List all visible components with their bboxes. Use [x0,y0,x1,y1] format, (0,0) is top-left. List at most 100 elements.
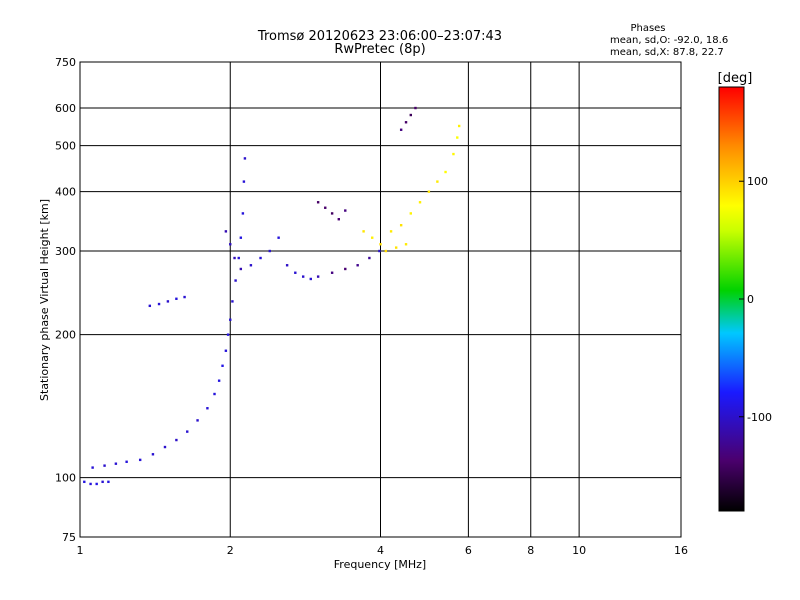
data-point [301,275,305,278]
data-point [89,482,92,486]
data-point [241,212,245,215]
data-point [125,460,128,463]
data-point [394,246,398,249]
chart-title: Tromsø 20120623 23:06:00–23:07:43 [257,29,502,44]
data-point [138,458,142,462]
data-point [309,277,312,281]
plot-frame [79,61,682,538]
data-point [183,295,186,299]
data-point [285,264,289,267]
data-point [444,170,447,174]
y-tick-label: 750 [55,56,76,69]
legend-line-o: mean, sd,O: -92.0, 18.6 [610,35,728,46]
y-tick-label: 400 [55,186,76,199]
legend-line-x: mean, sd,X: 87.8, 22.7 [610,47,724,58]
data-point [213,392,216,396]
data-point [316,201,320,204]
data-point [404,121,408,124]
data-point [224,349,228,352]
colorbar-tick-label: 0 [747,293,754,306]
data-point [337,218,341,221]
data-point [229,318,232,321]
data-point [344,209,347,212]
colorbar-ticks: -100 0 100 [739,175,772,424]
data-point [229,243,232,246]
data-point [418,201,422,204]
data-point [151,453,155,456]
data-point [259,256,262,260]
legend-title: Phases [630,23,665,34]
data-point [231,300,234,303]
x-tick-labels: 1 2 4 6 8 10 16 [77,544,689,557]
data-point [217,379,221,382]
data-point [148,304,152,308]
x-tick-label: 1 [77,544,84,557]
y-tick-labels: 75 100 200 300 400 500 600 750 [55,56,76,544]
x-tick-label: 10 [572,544,586,557]
y-axis-label: Stationary phase Virtual Height [km] [38,199,51,401]
data-point [399,128,403,131]
chart-subtitle: RwPretec (8p) [334,42,425,57]
y-tick-label: 500 [55,140,76,153]
y-tick-label: 300 [55,245,76,258]
data-point [157,302,161,306]
data-point [91,466,94,469]
data-point [384,249,388,253]
colorbar-tick-label: -100 [747,411,772,424]
x-tick-label: 6 [465,544,472,557]
data-point [368,256,371,260]
x-tick-label: 2 [227,544,234,557]
colorbar-tick-label: 100 [747,175,768,188]
data-point [239,236,243,239]
data-point [107,480,110,484]
data-point [330,212,334,215]
data-point [224,230,228,233]
data-point [356,264,359,267]
data-point [226,333,230,336]
data-point [452,152,455,156]
data-point [206,407,209,410]
data-point [404,243,408,246]
x-tick-label: 4 [377,544,384,557]
y-tick-label: 75 [62,531,76,544]
data-point [399,224,403,227]
data-point [409,113,412,117]
data-point [457,124,461,128]
data-point [242,180,246,183]
data-point [234,279,237,282]
data-point [114,462,118,465]
grid [80,62,681,537]
y-tick-label: 100 [55,472,76,485]
data-point [249,264,253,267]
data-point [268,249,271,253]
data-point [324,206,327,209]
x-axis-label: Frequency [MHz] [334,558,426,571]
data-point [371,236,374,239]
data-point [294,271,297,274]
data-point [243,157,247,160]
data-point [456,136,459,139]
data-point [103,464,106,467]
x-tick-label: 16 [674,544,688,557]
data-point [379,243,382,246]
data-point [277,236,280,239]
data-point [196,419,199,422]
data-point [239,267,243,271]
data-point [378,249,381,253]
data-point [221,364,224,367]
scatter-points [83,106,461,486]
colorbar-label: [deg] [718,71,753,86]
data-point [83,480,86,484]
data-point [427,190,431,193]
data-point [316,275,320,278]
data-point [237,256,240,260]
y-tick-label: 600 [55,102,76,115]
y-tick-label: 200 [55,329,76,342]
data-point [175,297,178,300]
data-point [436,180,439,183]
data-point [330,271,334,274]
data-point [166,300,170,303]
data-point [95,482,98,486]
data-point [101,480,104,484]
